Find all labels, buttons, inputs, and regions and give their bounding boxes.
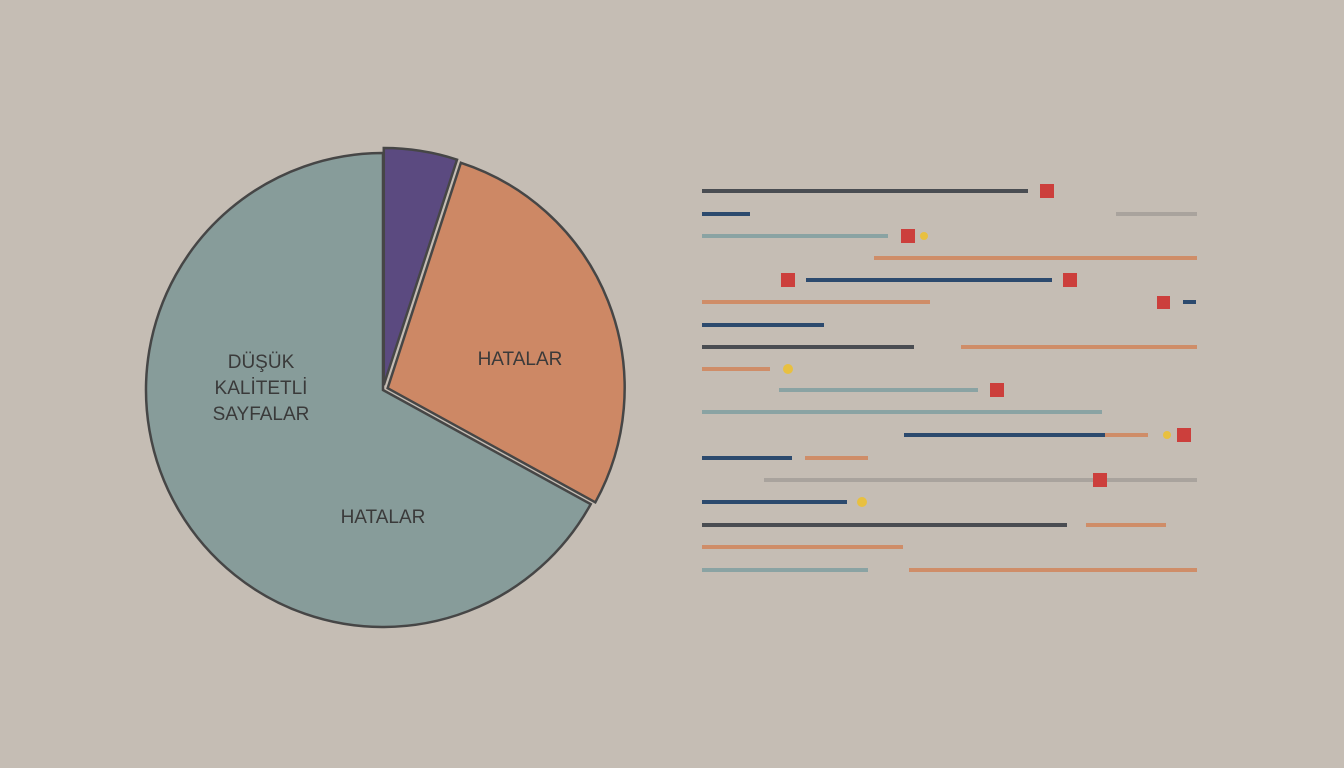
deco-square (990, 383, 1004, 397)
deco-square (1177, 428, 1191, 442)
deco-dot (920, 232, 928, 240)
deco-square (1157, 296, 1170, 309)
annotation: DÜŞÜK (228, 352, 295, 373)
deco-dot (857, 497, 867, 507)
deco-square (1063, 273, 1077, 287)
pie-slice (144, 151, 593, 629)
pie-slice (382, 146, 459, 386)
deco-square (901, 229, 915, 243)
slice-label: HATALAR (478, 349, 563, 370)
deco-dot (1163, 431, 1171, 439)
deco-square (1040, 184, 1054, 198)
deco-dot (783, 364, 793, 374)
pie-slice (386, 161, 626, 505)
annotation: KALİTETLİ (215, 378, 308, 399)
slice-label: HATALAR (341, 507, 426, 528)
decorative-lines (702, 184, 1197, 572)
annotation: SAYFALAR (213, 404, 310, 425)
deco-square (781, 273, 795, 287)
deco-square (1093, 473, 1107, 487)
pie: HATALAR HATALAR DÜŞÜK KALİTETLİ SAYFALAR (144, 146, 626, 629)
